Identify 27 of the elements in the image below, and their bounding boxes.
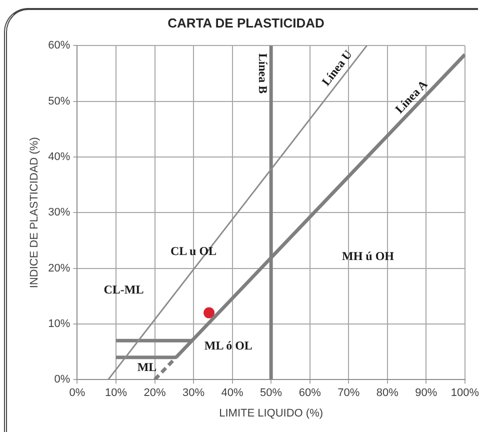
x-tick-label: 70% [338,387,360,400]
y-axis-title: INDICE DE PLASTICIDAD (%) [28,137,41,288]
annotation: CL-ML [104,282,144,297]
chart-title: CARTA DE PLASTICIDAD [168,15,324,30]
y-tick-label: 40% [48,150,70,163]
x-tick-label: 90% [415,387,438,400]
annotation: MH ú OH [342,249,395,264]
y-tick-label: 60% [48,40,70,52]
y-tick-label: 30% [48,206,70,219]
y-tick-label: 10% [48,318,70,330]
x-tick-label: 80% [376,387,399,400]
annotation: ML ó OL [204,338,252,352]
x-tick-label: 60% [298,387,322,400]
annotation: CL u OL [170,244,217,258]
annotation: ML [137,360,157,374]
x-tick-label: 10% [104,387,128,400]
x-tick-label: 0% [69,387,86,400]
x-tick-label: 100% [450,387,480,400]
x-axis-title: LIMITE LIQUIDO (%) [219,407,324,420]
y-tick-label: 0% [54,374,70,386]
x-tick-label: 30% [182,387,205,400]
x-tick-label: 20% [144,387,166,400]
x-tick-label: 50% [260,387,282,400]
y-tick-label: 20% [48,262,70,274]
annotation: Línea B [256,53,270,94]
y-tick-label: 50% [48,95,70,108]
x-tick-label: 40% [221,387,244,400]
